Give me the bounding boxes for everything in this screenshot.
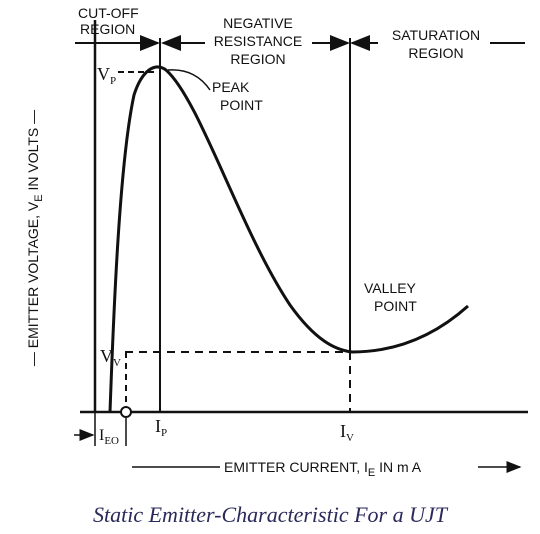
vp-symbol: VP	[97, 64, 116, 87]
valley-label-2: POINT	[374, 298, 417, 314]
negative-label-1: NEGATIVE	[223, 15, 293, 31]
saturation-label-2: REGION	[408, 45, 463, 61]
peak-label-2: POINT	[220, 97, 263, 113]
x-axis-label: EMITTER CURRENT, IE IN m A	[224, 459, 422, 479]
ieo-symbol: IEO	[99, 427, 119, 447]
ieo-marker	[120, 406, 132, 418]
negative-label-2: RESISTANCE	[214, 33, 302, 49]
y-axis-label: — EMITTER VOLTAGE, VE IN VOLTS —	[25, 110, 45, 366]
peak-leader	[167, 69, 211, 91]
saturation-label-1: SATURATION	[392, 27, 480, 43]
peak-label-1: PEAK	[212, 79, 250, 95]
figure-caption: Static Emitter-Characteristic For a UJT	[93, 502, 449, 527]
iv-symbol: IV	[340, 421, 354, 444]
valley-label-1: VALLEY	[364, 280, 417, 296]
cutoff-label-2: REGION	[80, 21, 135, 37]
vv-symbol: VV	[100, 346, 121, 369]
cutoff-label-1: CUT-OFF	[78, 5, 139, 21]
negative-label-3: REGION	[230, 51, 285, 67]
ip-symbol: IP	[155, 416, 167, 439]
characteristic-curve	[108, 65, 469, 413]
